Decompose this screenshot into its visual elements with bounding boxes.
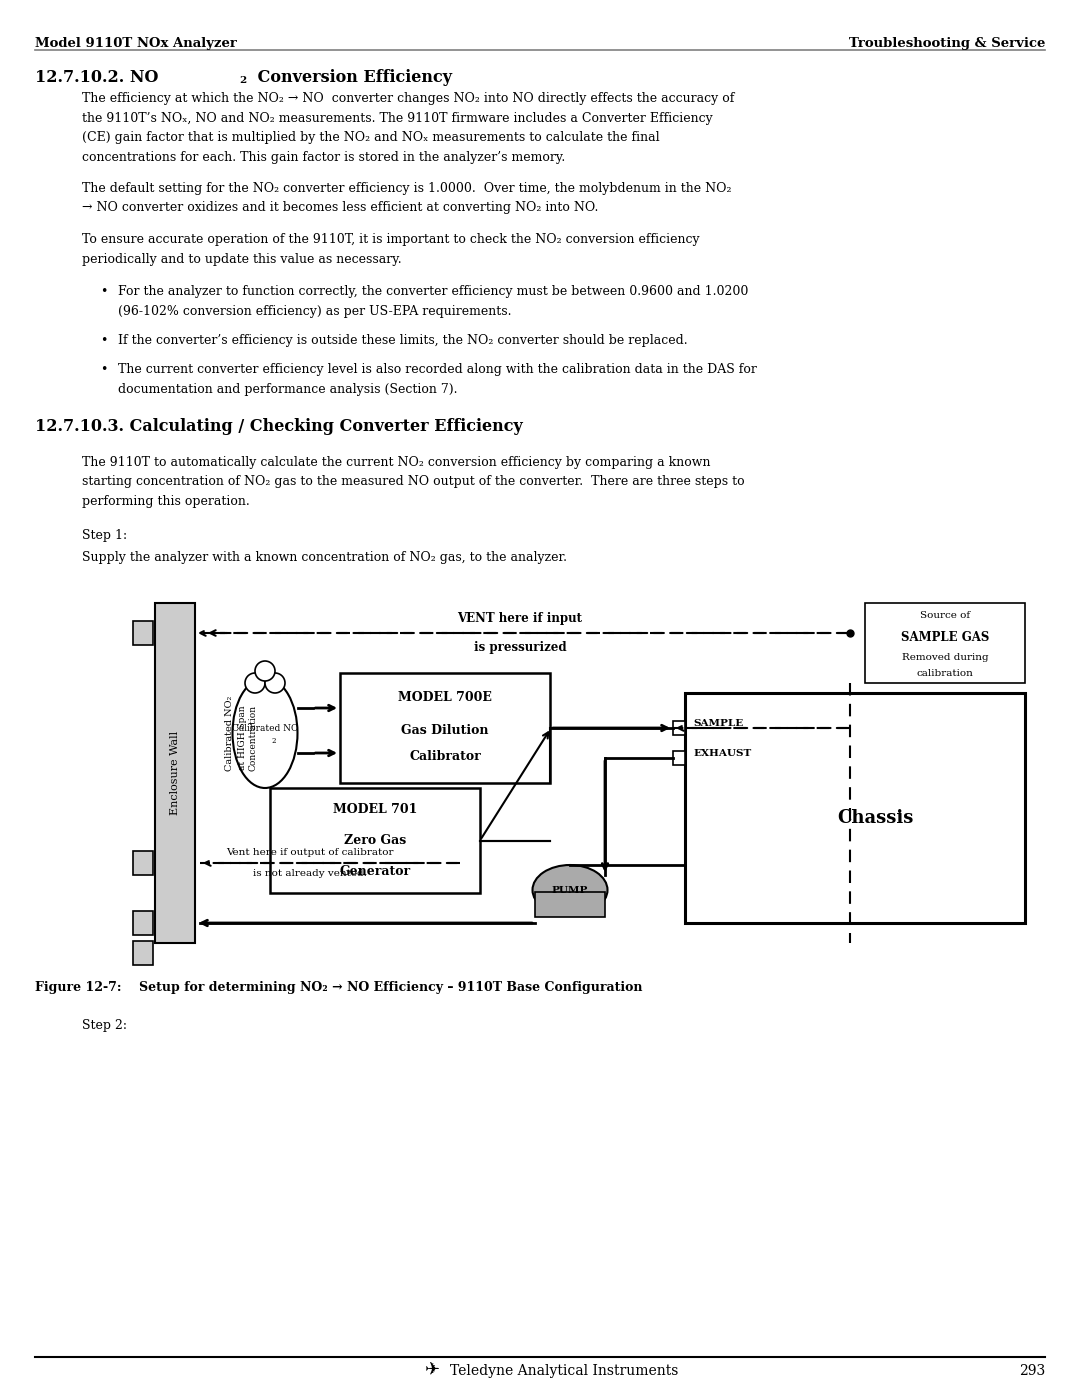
Text: For the analyzer to function correctly, the converter efficiency must be between: For the analyzer to function correctly, … — [118, 285, 748, 298]
Text: (CE) gain factor that is multiplied by the NO₂ and NOₓ measurements to calculate: (CE) gain factor that is multiplied by t… — [82, 131, 660, 144]
Text: Calibrated NO₂: Calibrated NO₂ — [226, 696, 234, 771]
Bar — [156, 604, 195, 943]
Text: Teledyne Analytical Instruments: Teledyne Analytical Instruments — [450, 1363, 678, 1377]
Bar — [535, 893, 605, 916]
Bar — [340, 673, 550, 782]
Text: Gas Dilution: Gas Dilution — [402, 724, 489, 736]
Text: The 9110T to automatically calculate the current NO₂ conversion efficiency by co: The 9110T to automatically calculate the… — [82, 455, 711, 468]
Text: SAMPLE: SAMPLE — [693, 718, 743, 728]
Text: Troubleshooting & Service: Troubleshooting & Service — [849, 36, 1045, 50]
Text: VENT here if input: VENT here if input — [458, 612, 582, 624]
Text: Step 2:: Step 2: — [82, 1018, 127, 1032]
Text: MODEL 701: MODEL 701 — [333, 803, 417, 816]
Text: The efficiency at which the NO₂ → NO  converter changes NO₂ into NO directly eff: The efficiency at which the NO₂ → NO con… — [82, 92, 734, 105]
Text: (96-102% conversion efficiency) as per US-EPA requirements.: (96-102% conversion efficiency) as per U… — [118, 305, 512, 317]
Text: Generator: Generator — [339, 865, 410, 877]
Text: SAMPLE GAS: SAMPLE GAS — [901, 631, 989, 644]
Text: 2: 2 — [272, 738, 276, 745]
Text: •: • — [100, 363, 107, 377]
Bar — [133, 911, 153, 935]
Text: •: • — [100, 334, 107, 346]
Text: Calibrator: Calibrator — [409, 750, 481, 763]
Text: concentrations for each. This gain factor is stored in the analyzer’s memory.: concentrations for each. This gain facto… — [82, 151, 565, 163]
Bar — [685, 693, 1025, 923]
Text: •: • — [100, 285, 107, 298]
Text: If the converter’s efficiency is outside these limits, the NO₂ converter should : If the converter’s efficiency is outside… — [118, 334, 688, 346]
Text: MODEL 700E: MODEL 700E — [399, 692, 491, 704]
Text: Supply the analyzer with a known concentration of NO₂ gas, to the analyzer.: Supply the analyzer with a known concent… — [82, 550, 567, 564]
Text: ✈: ✈ — [424, 1362, 440, 1380]
Circle shape — [265, 673, 285, 693]
Text: performing this operation.: performing this operation. — [82, 495, 249, 507]
Circle shape — [245, 673, 265, 693]
Bar — [133, 851, 153, 875]
Text: Chassis: Chassis — [837, 809, 914, 827]
Text: Enclosure Wall: Enclosure Wall — [170, 731, 180, 814]
Text: The current converter efficiency level is also recorded along with the calibrati: The current converter efficiency level i… — [118, 363, 757, 377]
Text: → NO converter oxidizes and it becomes less efficient at converting NO₂ into NO.: → NO converter oxidizes and it becomes l… — [82, 201, 598, 215]
Text: is pressurized: is pressurized — [474, 641, 566, 654]
Text: at HIGH Span
Concentration: at HIGH Span Concentration — [239, 705, 258, 771]
Text: starting concentration of NO₂ gas to the measured NO output of the converter.  T: starting concentration of NO₂ gas to the… — [82, 475, 744, 488]
Text: Calibrated NO: Calibrated NO — [232, 724, 298, 732]
Text: Conversion Efficiency: Conversion Efficiency — [252, 68, 453, 87]
Bar — [673, 752, 685, 766]
Text: 2: 2 — [240, 75, 246, 85]
Text: calibration: calibration — [917, 669, 973, 678]
Bar — [865, 604, 1025, 683]
Text: Zero Gas: Zero Gas — [343, 834, 406, 847]
Circle shape — [255, 661, 275, 680]
Text: To ensure accurate operation of the 9110T, it is important to check the NO₂ conv: To ensure accurate operation of the 9110… — [82, 233, 700, 246]
Bar — [133, 622, 153, 645]
Text: 12.7.10.2. NO: 12.7.10.2. NO — [35, 68, 159, 87]
Text: Removed during: Removed during — [902, 652, 988, 662]
Text: periodically and to update this value as necessary.: periodically and to update this value as… — [82, 253, 402, 265]
Text: documentation and performance analysis (Section 7).: documentation and performance analysis (… — [118, 383, 458, 395]
Text: the 9110T’s NOₓ, NO and NO₂ measurements. The 9110T firmware includes a Converte: the 9110T’s NOₓ, NO and NO₂ measurements… — [82, 112, 713, 124]
Text: Step 1:: Step 1: — [82, 529, 127, 542]
Text: Figure 12-7:    Setup for determining NO₂ → NO Efficiency – 9110T Base Configura: Figure 12-7: Setup for determining NO₂ →… — [35, 981, 643, 995]
Text: Source of: Source of — [920, 610, 970, 620]
Bar — [270, 788, 480, 893]
Bar — [133, 942, 153, 965]
Text: PUMP: PUMP — [552, 886, 589, 894]
Text: 12.7.10.3. Calculating / Checking Converter Efficiency: 12.7.10.3. Calculating / Checking Conver… — [35, 418, 523, 434]
Text: 293: 293 — [1018, 1363, 1045, 1377]
Text: Model 9110T NOx Analyzer: Model 9110T NOx Analyzer — [35, 36, 237, 50]
Text: EXHAUST: EXHAUST — [693, 749, 752, 757]
Ellipse shape — [532, 865, 607, 915]
Text: The default setting for the NO₂ converter efficiency is 1.0000.  Over time, the : The default setting for the NO₂ converte… — [82, 182, 731, 196]
Ellipse shape — [232, 678, 297, 788]
Text: Vent here if output of calibrator: Vent here if output of calibrator — [226, 848, 394, 856]
Bar — [673, 721, 685, 735]
Text: is not already vented.: is not already vented. — [253, 869, 367, 877]
